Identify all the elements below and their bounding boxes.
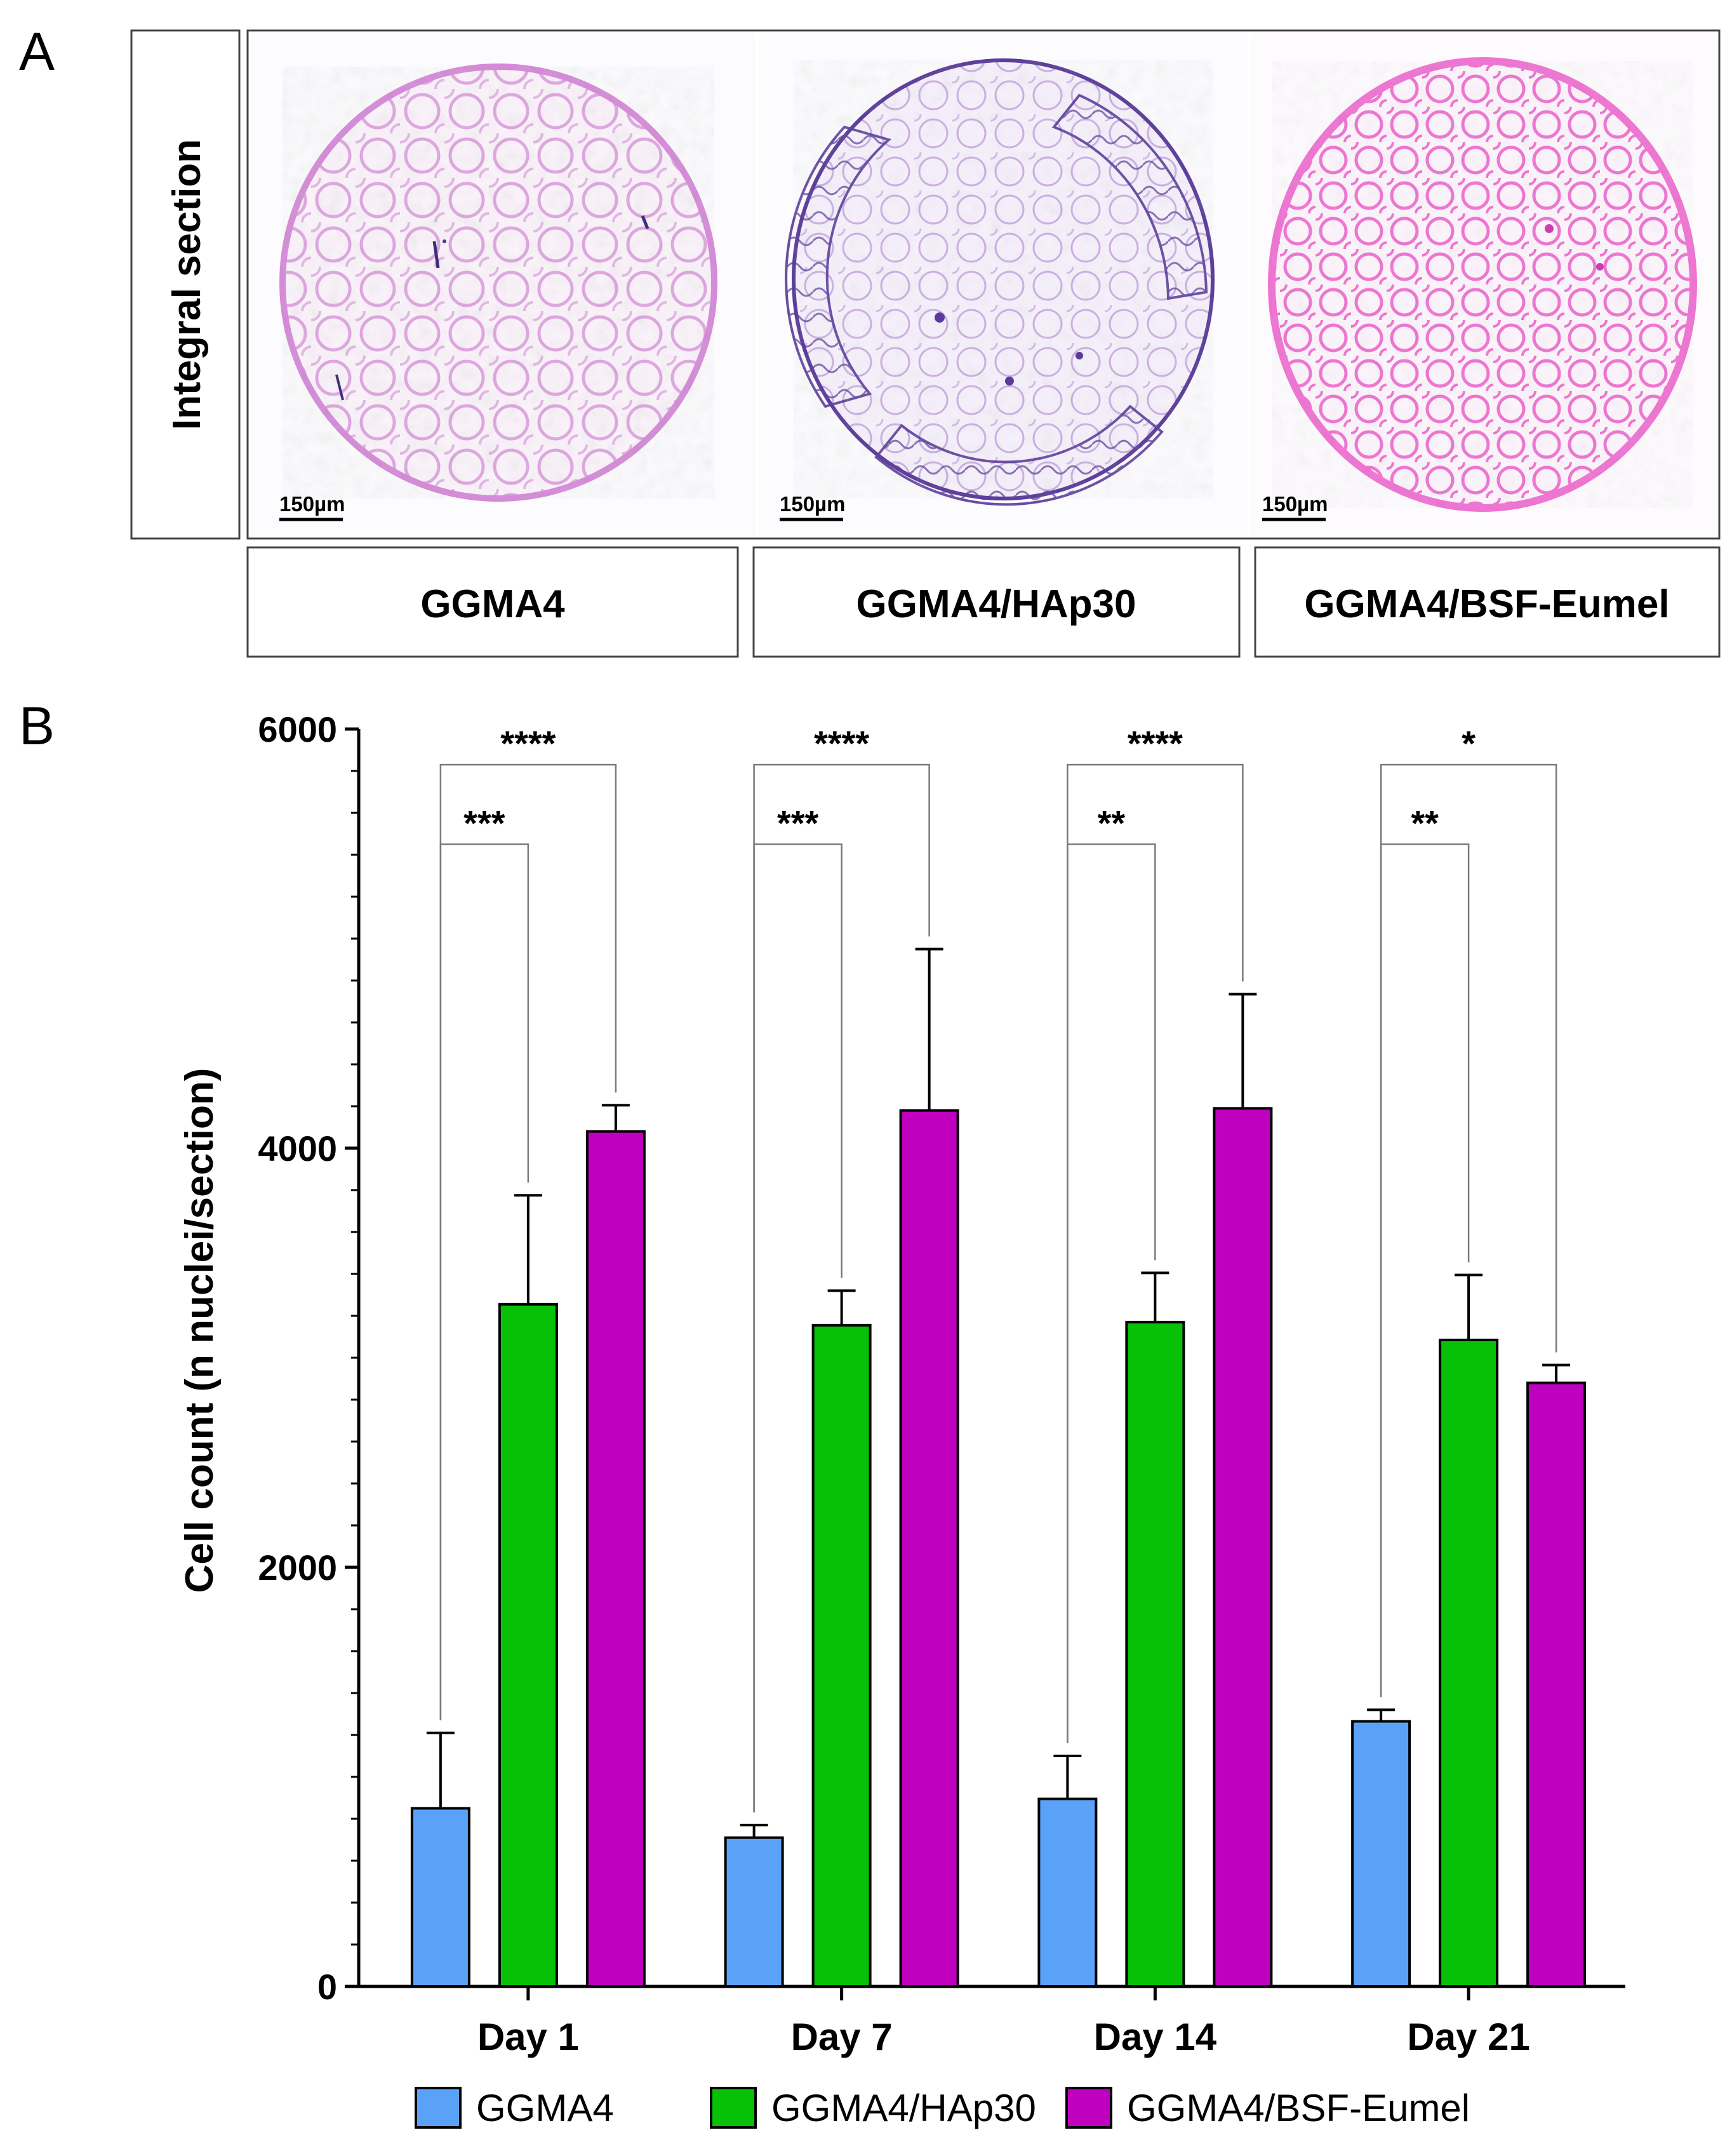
bar [498, 1302, 558, 1988]
bar [811, 1323, 872, 1988]
significance-label: * [1462, 723, 1476, 763]
panel-a-label: A [19, 22, 55, 81]
significance-label: **** [500, 723, 556, 763]
significance-label: **** [814, 723, 869, 763]
x-category-label: Day 14 [1094, 2016, 1217, 2058]
legend-label: GGMA4/HAp30 [771, 2087, 1036, 2129]
legend-label: GGMA4/BSF-Eumel [1127, 2087, 1470, 2129]
y-tick-label: 4000 [258, 1128, 337, 1168]
x-category-label: Day 7 [791, 2016, 893, 2058]
bar [585, 1130, 646, 1988]
column-header-ggma4-hap30: GGMA4/HAp30 [856, 582, 1136, 626]
row-header-box [130, 29, 241, 540]
y-tick-label: 0 [317, 1967, 337, 2007]
bar [410, 1807, 470, 1988]
bar [899, 1109, 959, 1988]
scale-bar-2: 150µm [1262, 492, 1328, 521]
column-header-box-0 [246, 546, 739, 658]
column-header-ggma4-bsf-eumel: GGMA4/BSF-Eumel [1304, 582, 1669, 626]
column-header-box-1 [752, 546, 1241, 658]
x-category-label: Day 1 [477, 2016, 579, 2058]
significance-bracket [439, 763, 617, 1720]
scale-bar-1: 150µm [780, 492, 845, 521]
bar [1526, 1381, 1587, 1988]
row-header-text: Integral section [165, 139, 209, 430]
svg-text:150µm: 150µm [780, 492, 845, 516]
micrograph-ggma4-bsf-eumel [1251, 33, 1717, 536]
significance-label: ** [1098, 803, 1126, 843]
significance-label: *** [463, 803, 505, 843]
x-category-label: Day 21 [1407, 2016, 1529, 2058]
svg-text:150µm: 150µm [1262, 492, 1328, 516]
chart-legend: GGMA4 GGMA4/HAp30 GGMA4/BSF-Eumel [415, 2087, 1470, 2129]
column-header-box-2 [1254, 546, 1721, 658]
column-header-ggma4: GGMA4 [420, 582, 565, 626]
significance-bracket [1380, 763, 1557, 1697]
bar [724, 1836, 784, 1988]
significance-label: *** [777, 803, 819, 843]
significance-label: ** [1411, 803, 1439, 843]
panel-b-label: B [19, 696, 55, 756]
significance-bracket [753, 763, 930, 1812]
bar [1213, 1107, 1273, 1988]
bar [1351, 1720, 1411, 1988]
bar [1037, 1797, 1098, 1988]
micrograph-ggma4-hap30 [759, 33, 1248, 536]
y-tick-label: 2000 [258, 1548, 337, 1588]
bar [1439, 1338, 1499, 1988]
significance-label: **** [1128, 723, 1183, 763]
legend-swatch [415, 2087, 462, 2129]
micrograph-ggma4 [251, 33, 756, 536]
bar [1125, 1320, 1185, 1988]
legend-swatch [1065, 2087, 1112, 2129]
y-axis-label: Cell count (n nuclei/section) [178, 1068, 222, 1593]
legend-swatch [710, 2087, 757, 2129]
significance-bracket [1067, 763, 1244, 1743]
legend-label: GGMA4 [476, 2087, 614, 2129]
svg-text:150µm: 150µm [279, 492, 345, 516]
y-tick-label: 6000 [258, 709, 337, 749]
scale-bar-0: 150µm [279, 492, 345, 521]
